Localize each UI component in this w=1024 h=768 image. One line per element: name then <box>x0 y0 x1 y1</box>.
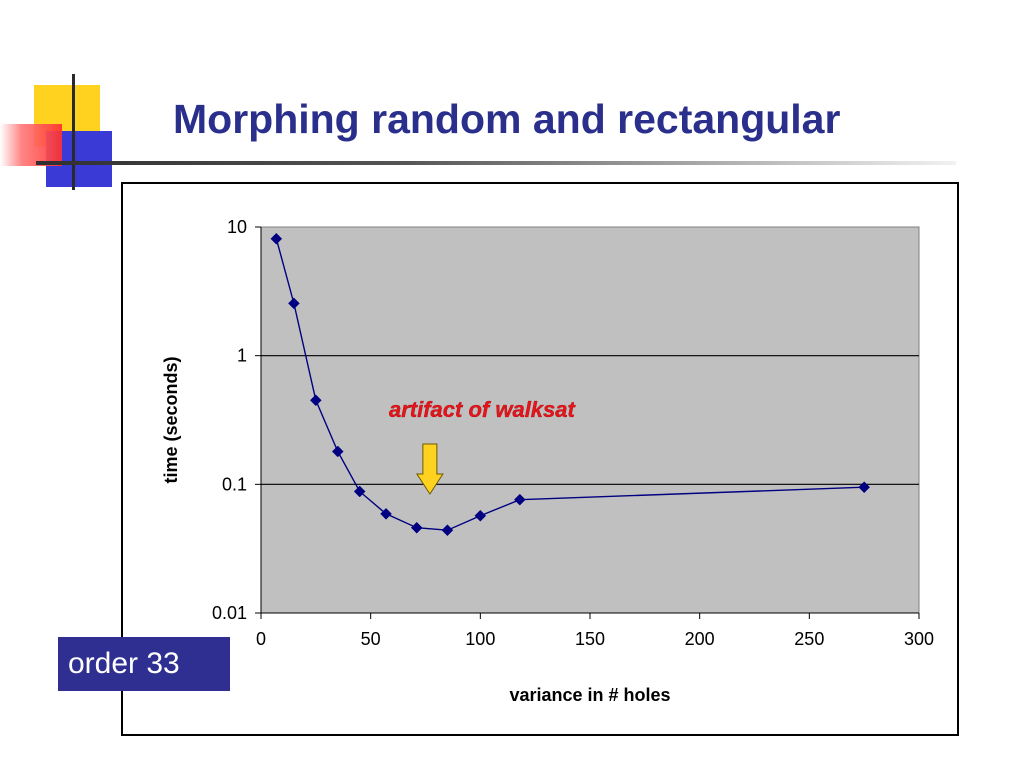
data-point <box>288 297 300 310</box>
data-point <box>858 481 871 494</box>
y-axis-label: time (seconds) <box>161 356 181 483</box>
data-point <box>331 445 344 458</box>
data-point <box>270 232 283 245</box>
y-tick-label: 10 <box>227 217 247 237</box>
data-points <box>270 232 871 537</box>
x-tick-label: 50 <box>361 629 381 649</box>
logo-red-square <box>0 124 62 166</box>
data-point <box>380 507 392 520</box>
gridlines <box>261 355 919 485</box>
x-tick-label: 100 <box>465 629 495 649</box>
y-tick-label: 1 <box>237 346 247 366</box>
x-axis-label: variance in # holes <box>509 685 670 705</box>
chart-frame: 0.01 0.1 1 10 0 50 100 150 200 250 300 variance in… <box>121 182 959 736</box>
annotation-text: artifact of walksat <box>389 397 577 422</box>
data-point <box>353 485 366 498</box>
y-tick-label: 0.1 <box>222 474 247 494</box>
data-point <box>309 394 322 407</box>
down-arrow-icon <box>415 443 444 495</box>
page-title: Morphing random and rectangular <box>173 96 841 142</box>
data-point <box>410 521 423 534</box>
x-tick-label: 200 <box>685 629 715 649</box>
data-point <box>441 524 454 537</box>
x-tick-label: 0 <box>256 629 266 649</box>
logo-vertical-line <box>72 74 75 190</box>
x-tick-label: 250 <box>794 629 824 649</box>
title-divider <box>36 161 956 165</box>
data-point <box>474 509 487 522</box>
order-badge: order 33 <box>58 637 230 691</box>
y-tick-label: 0.01 <box>212 603 247 623</box>
x-tick-label: 300 <box>904 629 934 649</box>
plot-area <box>260 226 920 614</box>
x-tick-label: 150 <box>575 629 605 649</box>
data-point <box>513 493 526 506</box>
